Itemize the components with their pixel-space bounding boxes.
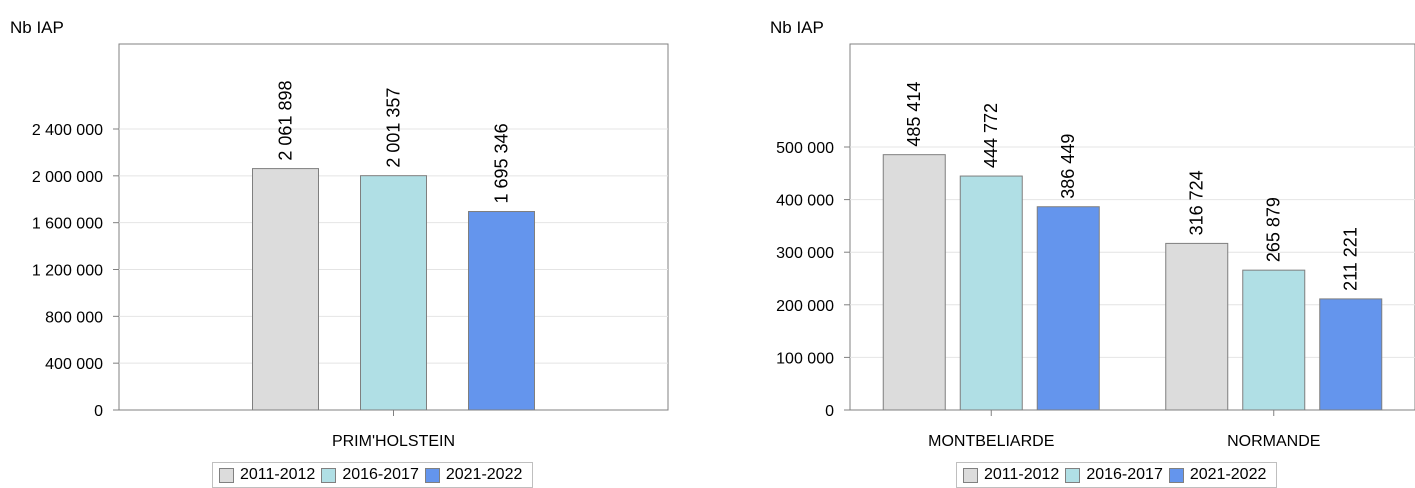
y-tick-label: 2 400 000 xyxy=(32,122,103,139)
data-label: 2 061 898 xyxy=(276,81,296,161)
bar xyxy=(959,175,1023,411)
data-label: 485 414 xyxy=(904,82,924,147)
chart-prim-holstein: Nb IAP 0 400 000 800 000 1 200 000 1 600 000… xyxy=(0,0,700,488)
bar xyxy=(360,175,427,411)
legend: 2011-2012 2016-2017 2021-2022 xyxy=(956,462,1278,488)
legend-swatch xyxy=(424,467,440,483)
data-label: 1 695 346 xyxy=(492,123,512,203)
x-tick-label: MONTBELIARDE xyxy=(928,433,1054,450)
bar xyxy=(882,154,946,411)
y-tick-label: 400 000 xyxy=(45,356,103,373)
data-label: 211 221 xyxy=(1341,227,1361,291)
chart-svg: 0 400 000 800 000 1 200 000 1 600 000 2 000 0… xyxy=(32,43,669,450)
legend-item: 2011-2012 xyxy=(963,466,1059,484)
legend-label: 2016-2017 xyxy=(1086,466,1163,483)
legend-item: 2016-2017 xyxy=(1065,466,1163,484)
bar xyxy=(1165,242,1229,411)
legend-swatch xyxy=(1065,467,1081,483)
y-tick-label: 1 200 000 xyxy=(32,263,103,280)
chart-montbeliarde-normande: Nb IAP 0 100 000 200 000 300 000 400 000 500 … xyxy=(740,0,1415,488)
data-label: 386 449 xyxy=(1058,134,1078,199)
chart-svg: 0 100 000 200 000 300 000 400 000 500 000 MONT… xyxy=(776,43,1415,450)
legend-swatch xyxy=(219,467,234,483)
y-tick-label: 800 000 xyxy=(45,309,103,326)
legend-label: 2021-2022 xyxy=(1189,466,1267,483)
legend-item: 2021-2022 xyxy=(424,466,523,484)
y-axis-label: Nb IAP xyxy=(770,18,824,37)
y-tick-label: 400 000 xyxy=(776,193,834,210)
bar xyxy=(468,211,535,411)
legend-swatch xyxy=(963,467,978,483)
legend-swatch xyxy=(321,467,337,483)
data-label: 265 879 xyxy=(1264,197,1284,262)
y-tick-label: 0 xyxy=(825,403,834,420)
x-tick-label: PRIM'HOLSTEIN xyxy=(332,433,455,450)
y-tick-label: 0 xyxy=(94,403,103,420)
y-tick-label: 300 000 xyxy=(776,245,834,262)
legend-label: 2011-2012 xyxy=(984,466,1060,483)
legend-item: 2016-2017 xyxy=(321,466,419,484)
legend-label: 2021-2022 xyxy=(445,466,523,483)
bar xyxy=(1036,206,1100,411)
y-tick-label: 100 000 xyxy=(776,350,834,367)
y-tick-label: 1 600 000 xyxy=(32,216,103,233)
y-tick-label: 500 000 xyxy=(776,140,834,157)
legend-label: 2011-2012 xyxy=(240,466,316,483)
data-label: 444 772 xyxy=(981,103,1001,168)
legend-item: 2021-2022 xyxy=(1168,466,1267,484)
legend-swatch xyxy=(1168,467,1184,483)
legend-label: 2016-2017 xyxy=(342,466,419,483)
bar xyxy=(1319,298,1383,411)
bar xyxy=(252,168,319,411)
y-axis-label: Nb IAP xyxy=(10,18,64,37)
data-label: 2 001 357 xyxy=(384,88,404,168)
y-tick-label: 2 000 000 xyxy=(32,169,103,186)
bar xyxy=(1242,269,1306,411)
legend-item: 2011-2012 xyxy=(219,466,315,484)
legend: 2011-2012 2016-2017 2021-2022 xyxy=(212,462,534,488)
x-tick-label: NORMANDE xyxy=(1227,433,1320,450)
y-tick-label: 200 000 xyxy=(776,298,834,315)
data-label: 316 724 xyxy=(1187,170,1207,235)
